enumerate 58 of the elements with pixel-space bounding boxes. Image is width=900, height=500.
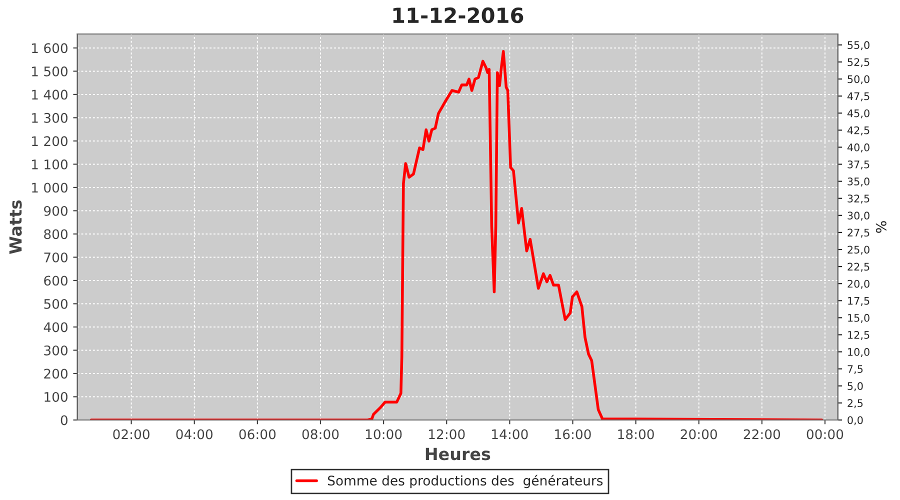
x-tick-label: 12:00 — [429, 429, 465, 440]
y2-tick-label: 55,0 — [848, 41, 870, 50]
chart-title: 11-12-2016 — [393, 7, 524, 24]
y2-tick-label: 47,5 — [847, 92, 870, 102]
y2-tick-label: 2,5 — [848, 399, 863, 408]
x-tick-label: 20:00 — [680, 429, 717, 440]
x-tick-label: 22:00 — [744, 429, 780, 440]
y2-tick-label: 5,0 — [848, 382, 863, 392]
y2-tick-label: 30,0 — [848, 212, 870, 221]
y-tick-label: 400 — [44, 322, 68, 332]
y2-tick-label: 17,5 — [848, 297, 870, 306]
x-tick-label: 06:00 — [239, 429, 276, 440]
x-tick-label: 16:00 — [555, 429, 591, 440]
y2-axis-title: % — [876, 221, 886, 233]
y2-tick-label: 25,0 — [848, 246, 870, 255]
y2-tick-label: 22,5 — [848, 262, 870, 272]
x-tick-label: 08:00 — [302, 429, 339, 440]
y-tick-label: 200 — [44, 368, 68, 379]
y-tick-label: 300 — [44, 345, 68, 356]
legend-label: Somme des productions des générateurs — [328, 474, 603, 488]
y2-tick-label: 40,0 — [847, 143, 870, 152]
y-tick-label: 100 — [44, 392, 68, 402]
y2-tick-label: 0,0 — [848, 416, 863, 426]
y-tick-label: 1 400 — [32, 90, 68, 100]
y-tick-label: 500 — [44, 298, 68, 309]
y-tick-label: 1 500 — [32, 66, 68, 76]
y2-tick-label: 7,5 — [848, 365, 863, 374]
y-tick-label: 600 — [44, 276, 68, 286]
y2-tick-label: 27,5 — [848, 228, 870, 238]
y2-tick-label: 45,0 — [847, 109, 870, 118]
y-tick-label: 700 — [44, 252, 68, 262]
y-tick-label: 800 — [44, 229, 68, 240]
x-tick-label: 14:00 — [492, 429, 528, 440]
x-tick-label: 04:00 — [176, 429, 213, 440]
y2-tick-label: 50,0 — [848, 75, 870, 84]
line-series — [90, 50, 824, 420]
x-tick-label: 18:00 — [618, 429, 654, 440]
y-tick-label: 0 — [60, 415, 68, 426]
y2-tick-label: 15,0 — [848, 314, 870, 323]
x-axis-title: Heures — [426, 448, 490, 460]
y2-tick-label: 35,0 — [848, 178, 870, 186]
y-tick-label: 1 300 — [32, 112, 68, 123]
y2-tick-label: 10,0 — [848, 348, 870, 357]
y-tick-label: 1 200 — [32, 136, 68, 146]
y-tick-label: 1 600 — [32, 43, 68, 54]
y2-tick-label: 12,5 — [848, 330, 870, 340]
y2-tick-label: 32,5 — [848, 194, 870, 204]
y-tick-label: 1 000 — [32, 182, 68, 193]
x-tick-label: 10:00 — [366, 429, 402, 440]
y2-tick-label: 52,5 — [848, 58, 870, 68]
y2-tick-label: 37,5 — [848, 160, 870, 170]
x-tick-label: 00:00 — [806, 429, 844, 440]
y2-tick-label: 42,5 — [847, 126, 870, 136]
x-tick-label: 02:00 — [113, 429, 150, 440]
y-axis-title: Watts — [9, 200, 22, 254]
y2-tick-label: 20,0 — [848, 280, 870, 289]
y-tick-label: 900 — [44, 206, 68, 216]
y-tick-label: 1 100 — [32, 159, 68, 170]
